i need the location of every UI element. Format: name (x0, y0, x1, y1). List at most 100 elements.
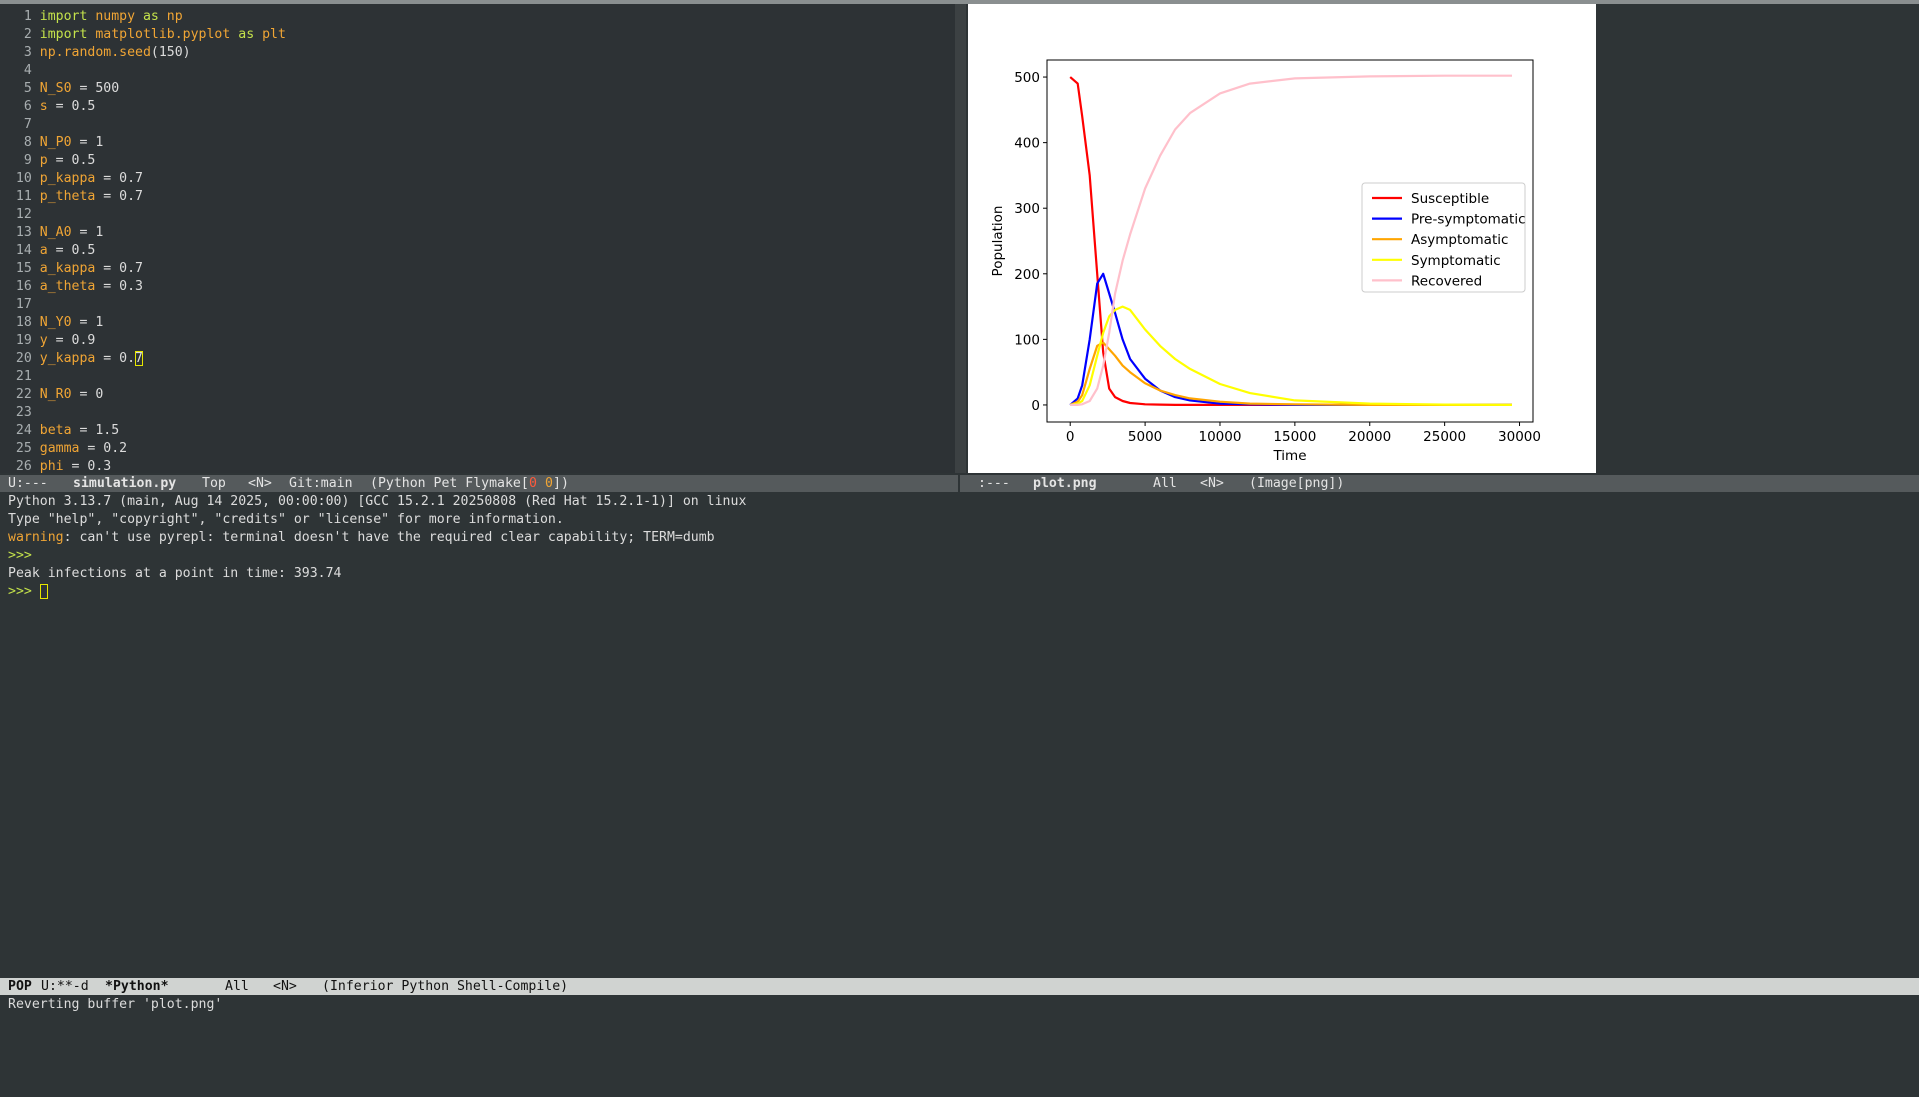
token: = 0.7 (95, 171, 143, 186)
legend-label: Susceptible (1411, 191, 1489, 207)
line-number: 24 (15, 423, 32, 438)
cursor-char (39, 584, 48, 599)
legend-label: Recovered (1411, 273, 1482, 289)
token: (150) (150, 45, 191, 60)
cursor-char: 7 (135, 351, 143, 366)
line-number: 8 (23, 135, 32, 150)
code-editor[interactable]: 1 import numpy as np 2 import matplotlib.py… (0, 4, 955, 476)
right-modeline: :--- plot.png All <N> (Image[png]) (960, 475, 1919, 492)
y-tick-label: 0 (1031, 398, 1040, 414)
code-line: 24 beta = 1.5 (8, 422, 119, 440)
line-number: 1 (23, 9, 32, 24)
y-tick-label: 500 (1014, 70, 1040, 86)
token: N_Y0 (39, 315, 72, 330)
token: p_kappa (39, 171, 96, 186)
shell-line: Type "help", "copyright", "credits" or "… (8, 511, 564, 529)
line-number: 21 (15, 369, 32, 384)
mode: (Inferior Python Shell-Compile) (322, 979, 569, 994)
code-line: 13 N_A0 = 1 (8, 224, 103, 242)
series-line (1069, 272, 1512, 406)
mode: (Python Pet Flymake[ (370, 476, 529, 491)
token: beta (39, 423, 72, 438)
token: = 0. (95, 351, 136, 366)
code-line: 22 N_R0 = 0 (8, 386, 103, 404)
axes-frame (1046, 59, 1534, 423)
python-shell[interactable]: Python 3.13.7 (main, Aug 14 2025, 00:00:… (0, 492, 1919, 977)
token: = 0.5 (47, 243, 96, 258)
line-number: 26 (15, 459, 32, 474)
token: N_P0 (39, 135, 72, 150)
code-line: 26 phi = 0.3 (8, 458, 111, 476)
shell-line: Peak infections at a point in time: 393.… (8, 565, 341, 583)
token: warning (8, 530, 64, 545)
bottom-modeline: POP U:**-d *Python* All <N> (Inferior Py… (0, 978, 1919, 995)
token: = 0.7 (95, 261, 143, 276)
legend-label: Pre-symptomatic (1411, 212, 1526, 228)
position: All (225, 979, 249, 994)
image-window[interactable]: 0 100 200 300 400 500 0 5000 10000 15000 20000 2500… (966, 4, 1919, 473)
token: = 1 (71, 135, 104, 150)
token: = 1 (71, 315, 104, 330)
token: = 0.2 (79, 441, 128, 456)
code-line: 8 N_P0 = 1 (8, 134, 103, 152)
line-number: 14 (15, 243, 32, 258)
line-number: 6 (23, 99, 32, 114)
emacs-frame: 1 import numpy as np 2 import matplotlib.py… (0, 0, 1919, 1013)
y-tick-label: 100 (1014, 332, 1040, 348)
token: N_S0 (39, 81, 72, 96)
token: Python 3.13.7 (main, Aug 14 2025, 00:00:… (8, 494, 747, 509)
line-number: 5 (23, 81, 32, 96)
code-line: 20 y_kappa = 0.7 (8, 350, 143, 368)
code-line: 19 y = 0.9 (8, 332, 95, 350)
status: :--- (978, 476, 1010, 491)
shell-line: warning: can't use pyrepl: terminal does… (8, 529, 715, 547)
token: = 0.3 (95, 279, 143, 294)
token: import (39, 9, 88, 24)
line-number: 19 (15, 333, 32, 348)
x-tick-label: 20000 (1348, 429, 1391, 445)
series-line (1070, 305, 1513, 406)
line-number: 23 (15, 405, 32, 420)
state: <N> (1200, 476, 1224, 491)
token: np (158, 9, 183, 24)
x-tick-label: 30000 (1498, 429, 1541, 445)
shell-line: >>> (8, 547, 32, 565)
line-number: 18 (15, 315, 32, 330)
token (32, 584, 40, 599)
line-number: 13 (15, 225, 32, 240)
token: p (39, 153, 48, 168)
series-line (1070, 74, 1512, 406)
legend-label: Asymptomatic (1411, 232, 1508, 248)
shell-line: >>> (8, 583, 48, 601)
line-number: 2 (23, 27, 32, 42)
code-line: 16 a_theta = 0.3 (8, 278, 143, 296)
token: gamma (39, 441, 80, 456)
error-count: 0 (529, 476, 537, 491)
token: = 1.5 (71, 423, 120, 438)
code-line: 12 (8, 206, 40, 224)
code-line: 3 np.random.seed(150) (8, 44, 191, 62)
y-axis-label: Population (990, 206, 1006, 277)
token: >>> (8, 584, 32, 599)
token: a_theta (39, 279, 96, 294)
x-tick-label: 0 (1066, 429, 1075, 445)
token: matplotlib.pyplot (87, 27, 231, 42)
state: <N> (248, 476, 272, 491)
token: plt (254, 27, 286, 42)
line-number: 16 (15, 279, 32, 294)
code-line: 23 (8, 404, 40, 422)
line-number: 15 (15, 261, 32, 276)
y-tick-label: 200 (1014, 267, 1040, 283)
line-number: 12 (15, 207, 32, 222)
series-line (1069, 341, 1512, 406)
token: Peak infections at a point in time: 393.… (8, 566, 342, 581)
x-tick-label: 15000 (1273, 429, 1316, 445)
token: N_R0 (39, 387, 72, 402)
x-axis-label: Time (1272, 448, 1306, 464)
vc: Git:main (289, 476, 353, 491)
code-line: 11 p_theta = 0.7 (8, 188, 143, 206)
line-number: 17 (15, 297, 32, 312)
token: y_kappa (39, 351, 96, 366)
